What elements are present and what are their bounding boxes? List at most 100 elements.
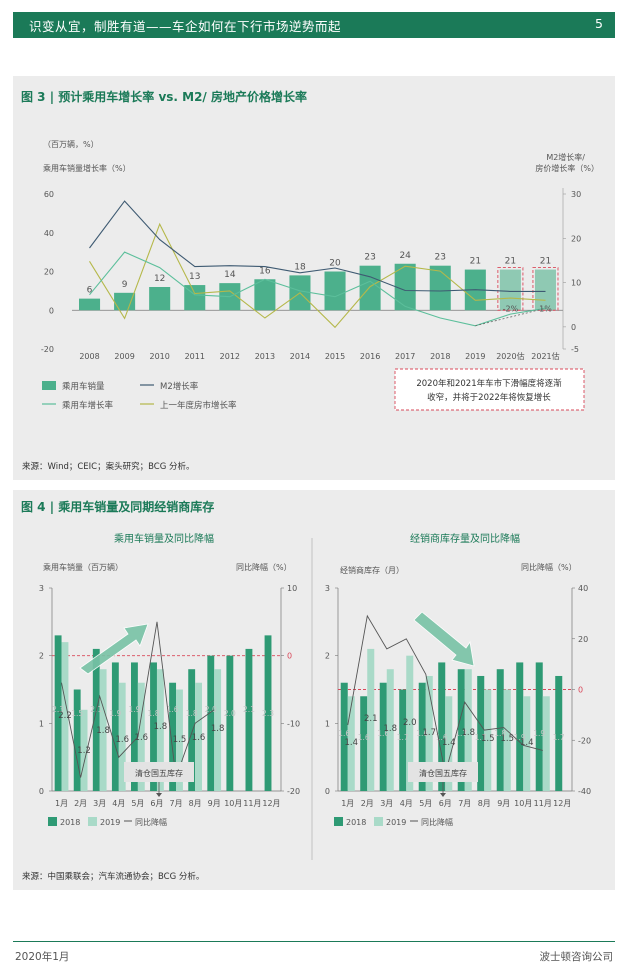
figure-4-left-trend-arrow xyxy=(79,623,149,675)
figure-4-right-bar-2019 xyxy=(425,675,433,791)
figure-4-title: 图 4 | 乘用车销量及同期经销商库存 xyxy=(21,500,215,514)
page-header-bar: 识变从宜，制胜有道——车企如何在下行市场逆势而起 5 xyxy=(13,12,615,38)
figure-4-right-right-tick-label: 20 xyxy=(578,635,588,644)
figure-3-right-tick-label: 20 xyxy=(571,234,581,243)
legend-swatch-sales xyxy=(42,381,56,390)
figure-4-right-x-tick-label: 1月 xyxy=(341,799,354,808)
figure-4-right-bar-2019 xyxy=(406,655,414,791)
figure-4-right-right-tick-label: -20 xyxy=(578,736,591,745)
figure-3-bar-value-label: 20 xyxy=(329,259,341,269)
report-title: 识变从宜，制胜有道——车企如何在下行市场逆势而起 xyxy=(29,19,342,34)
figure-4-right-bar-2019 xyxy=(386,669,394,791)
figure-4-left-right-tick-label: -10 xyxy=(287,719,300,728)
figure-4-right-left-tick-label: 1 xyxy=(325,719,330,728)
figure-4-right-bar-2018 xyxy=(438,662,446,791)
figure-4-right-x-tick-label: 12月 xyxy=(553,799,571,808)
figure-4-right-bar-value-label: 1.5 xyxy=(481,734,495,744)
figure-4-right-x-tick-label: 3月 xyxy=(380,799,393,808)
figure-4-right-annotation-arrowhead xyxy=(440,793,446,797)
figure-3-left-axis-title: 乘用车销量增长率（%） xyxy=(43,164,131,173)
figure-3-bar-value-label: 23 xyxy=(435,253,446,263)
figure-4-left-right-tick-label: 10 xyxy=(287,584,297,593)
figure-3-x-tick-label: 2012 xyxy=(220,352,240,361)
figure-4-right-bar-2019 xyxy=(367,648,375,791)
figure-4-right-faint-value-label: 1.9 xyxy=(514,733,526,742)
figure-4-right-subtitle: 经销商库存量及同比降幅 xyxy=(410,534,520,545)
figure-4-left-x-tick-label: 8月 xyxy=(189,799,202,808)
figure-3-car-growth-line xyxy=(89,251,546,327)
figure-3-legend-label: 上一年度房市增长率 xyxy=(160,400,237,411)
figure-4-left-faint-value-label: 1.9 xyxy=(109,709,121,718)
figure-3-estimate-box xyxy=(532,267,559,311)
figure-4-right-left-tick-label: 3 xyxy=(325,584,330,593)
figure-4-left-bar-value-label: 1.6 xyxy=(135,733,149,743)
figure-3-bar-value-label: 16 xyxy=(259,266,271,276)
figure-4-right-bar-2018 xyxy=(535,662,543,791)
figure-3-x-tick-label: 2021估 xyxy=(531,351,559,361)
figure-4-left-bar-2019 xyxy=(195,682,202,791)
figure-3-bar-value-label: 24 xyxy=(399,251,411,261)
figure-3-sales-bar xyxy=(359,265,381,311)
figure-4-right-faint-value-label: 1.7 xyxy=(475,733,487,742)
figure-4-left-bar-2018 xyxy=(169,682,177,791)
figure-4-right-bar-2018 xyxy=(457,669,465,791)
figure-4-left-bar-value-label: 1.2 xyxy=(77,746,91,756)
figure-3-estimate-pct-label: 1% xyxy=(539,304,552,313)
figure-3-x-tick-label: 2014 xyxy=(290,352,310,361)
figure-3-sales-bar xyxy=(254,279,276,311)
figure-4-left-x-tick-label: 11月 xyxy=(243,799,261,808)
figure-4-left-bar-2018 xyxy=(73,689,81,791)
figure-4-right-bar-2019 xyxy=(464,669,472,791)
figure-4-right-bar-2018 xyxy=(379,682,387,791)
figure-4-right-faint-value-label: 1.6 xyxy=(358,733,370,742)
figure-4-left-faint-value-label: 1.5 xyxy=(71,709,83,718)
figure-4-right-x-tick-label: 7月 xyxy=(458,799,471,808)
figure-4-right-x-tick-label: 5月 xyxy=(419,799,432,808)
figure-4-left-bar-value-label: 1.6 xyxy=(192,733,206,743)
figure-3-bar-value-label: 12 xyxy=(154,274,165,284)
figure-3-left-tick-label: 20 xyxy=(44,268,54,277)
figure-4-left-left-tick-label: 3 xyxy=(39,584,44,593)
figure-3-sales-bar xyxy=(499,269,521,311)
figure-4-left-subtitle: 乘用车销量及同比降幅 xyxy=(114,534,214,545)
figure-3-x-tick-label: 2009 xyxy=(114,352,134,361)
figure-4-left-faint-value-label: 2.3 xyxy=(52,705,64,714)
figure-3-m2-growth-line xyxy=(89,200,546,292)
figure-3-source: 来源：Wind；CEIC；案头研究；BCG 分析。 xyxy=(22,462,195,472)
figure-4-right-faint-value-label: 1.9 xyxy=(533,729,545,738)
figure-4-left-legend-label-2019: 2019 xyxy=(100,818,120,827)
figure-4-right-bar-value-label: 2.1 xyxy=(364,714,378,724)
figure-4-left-right-tick-label: -20 xyxy=(287,787,300,796)
figure-4-right-bar-2018 xyxy=(360,696,368,791)
figure-3-sales-bar xyxy=(114,292,136,311)
figure-4-right-bar-2019 xyxy=(523,696,531,791)
figure-4-right-annotation-label: 清仓国五库存 xyxy=(419,768,467,778)
figure-4-left-legend-swatch-2019 xyxy=(88,817,97,826)
figure-4-source: 来源：中国乘联会；汽车流通协会；BCG 分析。 xyxy=(22,872,205,882)
figure-4-left-annotation-arrowhead xyxy=(156,793,162,797)
figure-3-right-tick-label: -5 xyxy=(571,345,579,354)
figure-4-left-bar-2018 xyxy=(92,648,100,791)
figure-4-right-faint-value-label: 1.7 xyxy=(397,733,409,742)
figure-3-estimate-box xyxy=(497,267,524,311)
figure-3-x-tick-label: 2013 xyxy=(255,352,275,361)
figure-4-right-legend-label-2018: 2018 xyxy=(346,818,366,827)
figure-4-right-x-tick-label: 11月 xyxy=(534,799,552,808)
figure-4-left-right-tick-label: 0 xyxy=(287,652,292,661)
figure-3-right-tick-label: 10 xyxy=(571,279,581,288)
figure-4-left-legend-swatch-2018 xyxy=(48,817,57,826)
figure-3-right-axis-title-1: M2增长率/ xyxy=(546,153,585,162)
figure-4-right-legend-swatch-2018 xyxy=(334,817,343,826)
figure-4-left-bar-value-label: 2.2 xyxy=(58,711,72,721)
figure-3-unit: （百万辆，%） xyxy=(43,140,99,149)
figure-4-left-legend-label-2018: 2018 xyxy=(60,818,80,827)
figure-4-right-left-tick-label: 0 xyxy=(325,787,330,796)
figure-3-bar-value-label: 23 xyxy=(364,253,375,263)
figure-4-left-annotation-label: 清仓国五库存 xyxy=(135,768,183,778)
figure-4-left-bar-2018 xyxy=(226,655,234,791)
figure-4-left-bar-2019 xyxy=(137,682,145,791)
figure-4-right-left-tick-label: 2 xyxy=(325,652,330,661)
figure-4-right-x-tick-label: 6月 xyxy=(439,799,452,808)
figure-4-left-bar-value-label: 1.5 xyxy=(173,735,187,745)
figure-4-right-faint-value-label: 1.6 xyxy=(377,729,389,738)
